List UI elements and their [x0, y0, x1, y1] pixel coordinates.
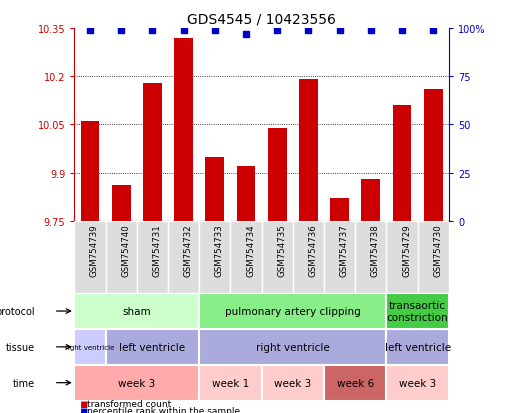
Bar — [74, 293, 199, 329]
Text: sham: sham — [123, 306, 151, 316]
Text: pulmonary artery clipping: pulmonary artery clipping — [225, 306, 361, 316]
Bar — [268, 128, 287, 221]
Text: GSM754731: GSM754731 — [152, 223, 162, 276]
Text: GSM754732: GSM754732 — [184, 223, 192, 276]
Bar — [262, 365, 324, 401]
Text: GSM754729: GSM754729 — [402, 223, 411, 276]
Bar — [386, 365, 449, 401]
Bar — [199, 365, 262, 401]
Text: GSM754734: GSM754734 — [246, 223, 255, 276]
Text: GSM754737: GSM754737 — [340, 223, 349, 276]
Bar — [199, 293, 386, 329]
Text: ▪: ▪ — [80, 397, 88, 411]
Bar — [106, 221, 137, 293]
Bar — [324, 365, 386, 401]
Text: GSM754735: GSM754735 — [277, 223, 286, 276]
Bar — [81, 122, 100, 221]
Bar — [143, 83, 162, 221]
Bar — [199, 221, 230, 293]
Bar — [168, 221, 199, 293]
Bar — [386, 329, 449, 365]
Bar — [386, 293, 449, 329]
Text: protocol: protocol — [0, 306, 35, 316]
Text: ▪: ▪ — [80, 404, 88, 413]
Bar — [137, 221, 168, 293]
Text: GSM754740: GSM754740 — [121, 223, 130, 276]
Bar — [362, 180, 380, 221]
Bar — [112, 186, 130, 221]
Bar — [392, 106, 411, 221]
Bar — [424, 90, 443, 221]
Text: left ventricle: left ventricle — [385, 342, 451, 352]
Text: GSM754730: GSM754730 — [433, 223, 442, 276]
Bar — [106, 329, 199, 365]
Bar — [74, 329, 106, 365]
Text: week 3: week 3 — [118, 378, 155, 388]
Bar — [205, 157, 224, 221]
Text: week 1: week 1 — [212, 378, 249, 388]
Bar — [293, 221, 324, 293]
Text: transformed count: transformed count — [87, 399, 171, 408]
Bar — [330, 199, 349, 221]
Text: week 3: week 3 — [274, 378, 311, 388]
Text: percentile rank within the sample: percentile rank within the sample — [87, 406, 240, 413]
Bar — [230, 221, 262, 293]
Text: GSM754739: GSM754739 — [90, 223, 99, 276]
Bar — [236, 167, 255, 221]
Bar — [199, 329, 386, 365]
Bar — [418, 221, 449, 293]
Text: GSM754733: GSM754733 — [215, 223, 224, 276]
Text: transaortic
constriction: transaortic constriction — [387, 301, 448, 322]
Bar — [299, 80, 318, 221]
Text: right ventricle: right ventricle — [256, 342, 330, 352]
Text: right ventricle: right ventricle — [65, 344, 115, 350]
Text: left ventricle: left ventricle — [120, 342, 186, 352]
Text: week 3: week 3 — [399, 378, 436, 388]
Bar — [174, 38, 193, 221]
Bar — [324, 221, 355, 293]
Bar — [355, 221, 386, 293]
Text: week 6: week 6 — [337, 378, 374, 388]
Text: GSM754738: GSM754738 — [371, 223, 380, 276]
Text: tissue: tissue — [6, 342, 35, 352]
Text: time: time — [13, 378, 35, 388]
Title: GDS4545 / 10423556: GDS4545 / 10423556 — [187, 12, 336, 26]
Bar — [74, 221, 106, 293]
Text: GSM754736: GSM754736 — [308, 223, 318, 276]
Bar — [74, 365, 199, 401]
Bar — [386, 221, 418, 293]
Bar — [262, 221, 293, 293]
